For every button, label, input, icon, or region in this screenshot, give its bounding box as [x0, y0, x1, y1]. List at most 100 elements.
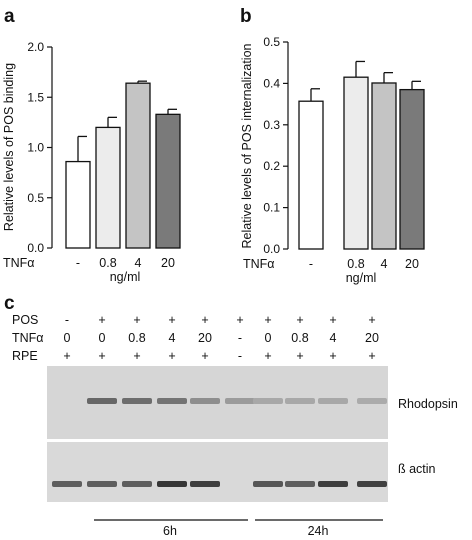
actin-band	[285, 481, 315, 487]
chart-b-internalization: Relative levels of POS internalization 0…	[240, 35, 425, 285]
chart-b-unit-label: ng/ml	[346, 271, 377, 285]
bar	[343, 76, 369, 250]
lane-pos-mark: +	[264, 313, 271, 327]
actin-band	[157, 481, 187, 487]
lane-condition-marks: - 0 + +0 + +0.8 + +4 + +20 + + - - +0 + +0.8 + +4 + +20 +	[63, 313, 379, 363]
rhodopsin-band	[318, 398, 348, 404]
row-label-pos: POS	[12, 313, 38, 327]
timepoint-6h-label: 6h	[163, 524, 177, 538]
y-tick-label: 0.5	[27, 191, 44, 205]
bar	[95, 126, 121, 249]
rhodopsin-band	[122, 398, 152, 404]
actin-band	[52, 481, 82, 487]
lane-pos-mark: -	[65, 313, 69, 327]
y-tick-label: 2.0	[27, 40, 44, 54]
rhodopsin-bands	[87, 398, 387, 404]
row-label-rpe: RPE	[12, 349, 38, 363]
lane-pos-mark: +	[133, 313, 140, 327]
actin-band	[190, 481, 220, 487]
lane-rpe-mark: -	[238, 349, 242, 363]
lane-tnf-mark: 0.8	[291, 331, 308, 345]
bar	[298, 100, 324, 250]
category-label: 0.8	[99, 256, 116, 270]
y-tick-label: 1.5	[27, 90, 44, 104]
lane-tnf-mark: 0	[99, 331, 106, 345]
rhodopsin-band	[285, 398, 315, 404]
category-label: 4	[381, 257, 388, 271]
rhodopsin-band	[190, 398, 220, 404]
y-tick-label: 0.4	[263, 76, 280, 90]
y-tick-label: 0.1	[263, 201, 280, 215]
actin-bands	[52, 481, 387, 487]
rhodopsin-band	[357, 398, 387, 404]
blot-header: POS TNFα RPE - 0 + +0 + +0.8 + +4 + +20 + + - - +0 + +0.…	[12, 313, 379, 363]
lane-rpe-mark: +	[168, 349, 175, 363]
actin-band	[253, 481, 283, 487]
y-tick-label: 1.0	[27, 141, 44, 155]
row-label-tnf: TNFα	[12, 331, 44, 345]
lane-pos-mark: +	[201, 313, 208, 327]
chart-a-y-axis-label: Relative levels of POS binding	[2, 63, 16, 231]
lane-pos-mark: +	[329, 313, 336, 327]
y-tick-label: 0.2	[263, 159, 280, 173]
panel-label-c: c	[4, 293, 15, 314]
chart-a-tnf-label: TNFα	[3, 256, 35, 270]
lane-rpe-mark: +	[98, 349, 105, 363]
lane-tnf-mark: 4	[330, 331, 337, 345]
bar	[399, 88, 425, 250]
chart-a-bars	[65, 80, 181, 249]
lane-tnf-mark: 20	[365, 331, 379, 345]
rhodopsin-band	[253, 398, 283, 404]
chart-b-bars	[298, 60, 425, 250]
lane-rpe-mark: +	[296, 349, 303, 363]
lane-pos-mark: +	[236, 313, 243, 327]
lane-pos-mark: +	[368, 313, 375, 327]
lane-rpe-mark: +	[329, 349, 336, 363]
lane-rpe-mark: +	[264, 349, 271, 363]
category-label: 4	[135, 256, 142, 270]
category-label: 0.8	[347, 257, 364, 271]
chart-b-tnf-label: TNFα	[243, 257, 275, 271]
y-tick-label: 0.0	[263, 242, 280, 256]
lane-rpe-mark: +	[368, 349, 375, 363]
rhodopsin-label: Rhodopsin	[398, 397, 458, 411]
lane-tnf-mark: -	[238, 331, 242, 345]
lane-pos-mark: +	[296, 313, 303, 327]
panel-label-b: b	[240, 6, 252, 27]
chart-a-category-labels: - 0.8 4 20	[76, 256, 175, 270]
bar	[155, 113, 181, 249]
rhodopsin-band	[225, 398, 255, 404]
actin-label: ß actin	[398, 462, 436, 476]
y-tick-label: 0.5	[263, 35, 280, 49]
chart-a-unit-label: ng/ml	[110, 270, 141, 284]
actin-band	[357, 481, 387, 487]
lane-tnf-mark: 20	[198, 331, 212, 345]
lane-pos-mark: +	[98, 313, 105, 327]
actin-band	[318, 481, 348, 487]
bar	[125, 82, 151, 249]
chart-a-binding: Relative levels of POS binding 0.0 0.5 1.0…	[2, 40, 181, 284]
lane-tnf-mark: 0.8	[128, 331, 145, 345]
actin-blot-strip	[47, 442, 388, 502]
panel-label-a: a	[4, 6, 15, 27]
western-blot-image	[47, 366, 388, 502]
category-label: -	[309, 257, 313, 271]
y-tick-label: 0.3	[263, 118, 280, 132]
lane-tnf-mark: 0	[265, 331, 272, 345]
category-label: -	[76, 256, 80, 270]
rhodopsin-band	[87, 398, 117, 404]
actin-band	[122, 481, 152, 487]
chart-b-y-axis-label: Relative levels of POS internalization	[240, 43, 254, 248]
bar	[371, 82, 397, 250]
actin-band	[87, 481, 117, 487]
lane-rpe-mark: +	[201, 349, 208, 363]
category-label: 20	[405, 257, 419, 271]
bar	[65, 160, 91, 249]
timepoint-24h-label: 24h	[308, 524, 329, 538]
lane-tnf-mark: 4	[169, 331, 176, 345]
lane-rpe-mark: +	[133, 349, 140, 363]
lane-rpe-mark: +	[63, 349, 70, 363]
rhodopsin-band	[157, 398, 187, 404]
y-tick-label: 0.0	[27, 241, 44, 255]
